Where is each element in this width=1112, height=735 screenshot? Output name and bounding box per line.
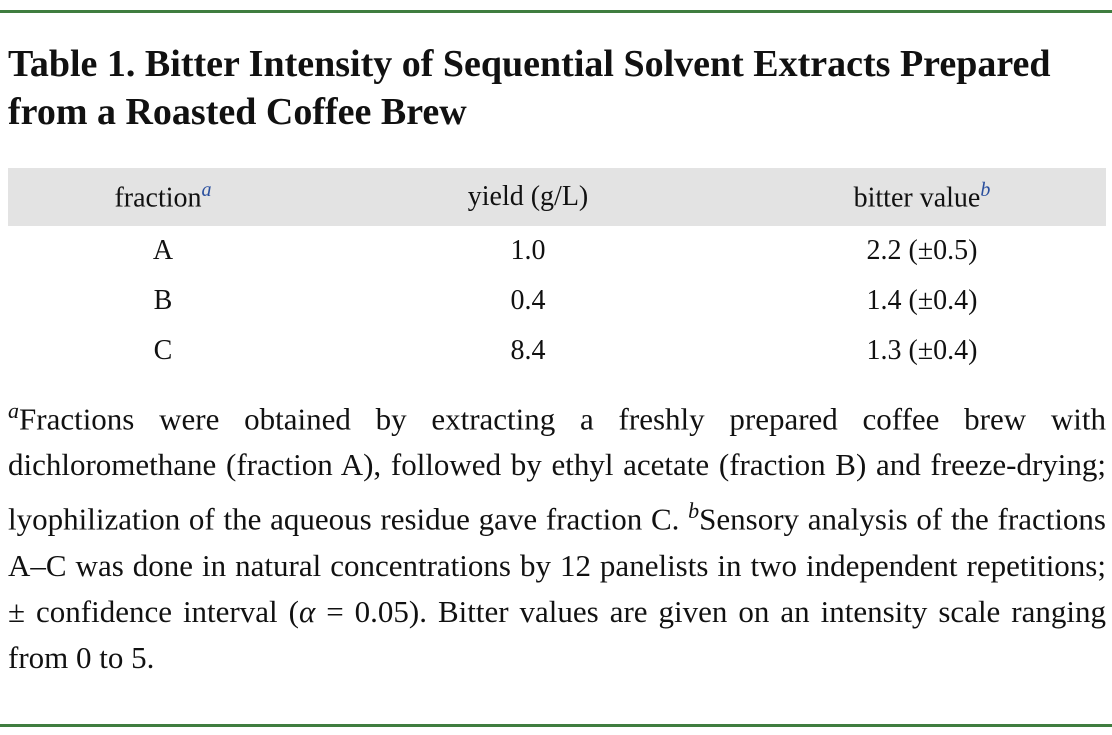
table-cell: A — [152, 235, 174, 266]
table-cell: 1.0 — [510, 235, 546, 266]
note-marker: b — [980, 179, 991, 202]
table-cell: 0.4 — [510, 285, 546, 316]
header-cell: fractiona — [8, 168, 318, 226]
top-rule — [0, 10, 1112, 13]
footnote-marker: a — [8, 398, 19, 423]
table-body: A 1.0 2.2 (±0.5) B 0.4 1.4 (±0.4) C 8.4 1.3 (±0.… — [8, 226, 1106, 376]
table-row: C 8.4 1.3 (±0.4) — [8, 326, 1106, 376]
table-cell: B — [153, 285, 173, 316]
note-marker: a — [201, 179, 212, 202]
header-text: fraction — [114, 182, 202, 214]
footnote-text: Sensory analysis of the fractions A–C wa… — [8, 501, 1106, 629]
footnotes: aFractions were obtained by extracting a… — [8, 388, 1106, 681]
table-cell: 1.4 (±0.4) — [866, 285, 978, 316]
header-cell: yield (g/L) — [318, 168, 738, 226]
table-cell: C — [153, 335, 173, 366]
footnote-text: Fractions were obtained by extracting a … — [8, 401, 1106, 537]
table-cell: 2.2 (±0.5) — [866, 235, 978, 266]
table-row: A 1.0 2.2 (±0.5) — [8, 226, 1106, 276]
footnote-symbol: α — [298, 593, 316, 629]
header-cell: bitter valueb — [738, 168, 1106, 226]
header-text: yield (g/L) — [467, 181, 589, 212]
header-text: bitter value — [853, 182, 981, 214]
footnote-text: = 0.05). Bitter values are given on an i… — [8, 593, 1106, 675]
table-cell: 8.4 — [510, 335, 546, 366]
bottom-rule — [0, 724, 1112, 727]
header-row: fractiona yield (g/L) bitter valueb — [8, 168, 1106, 226]
data-table: fractiona yield (g/L) bitter valueb A 1.0… — [8, 168, 1106, 376]
footnote-marker: b — [688, 498, 700, 524]
table-row: B 0.4 1.4 (±0.4) — [8, 276, 1106, 326]
table-cell: 1.3 (±0.4) — [866, 335, 978, 366]
table-title: Table 1. Bitter Intensity of Sequential … — [8, 43, 1051, 133]
